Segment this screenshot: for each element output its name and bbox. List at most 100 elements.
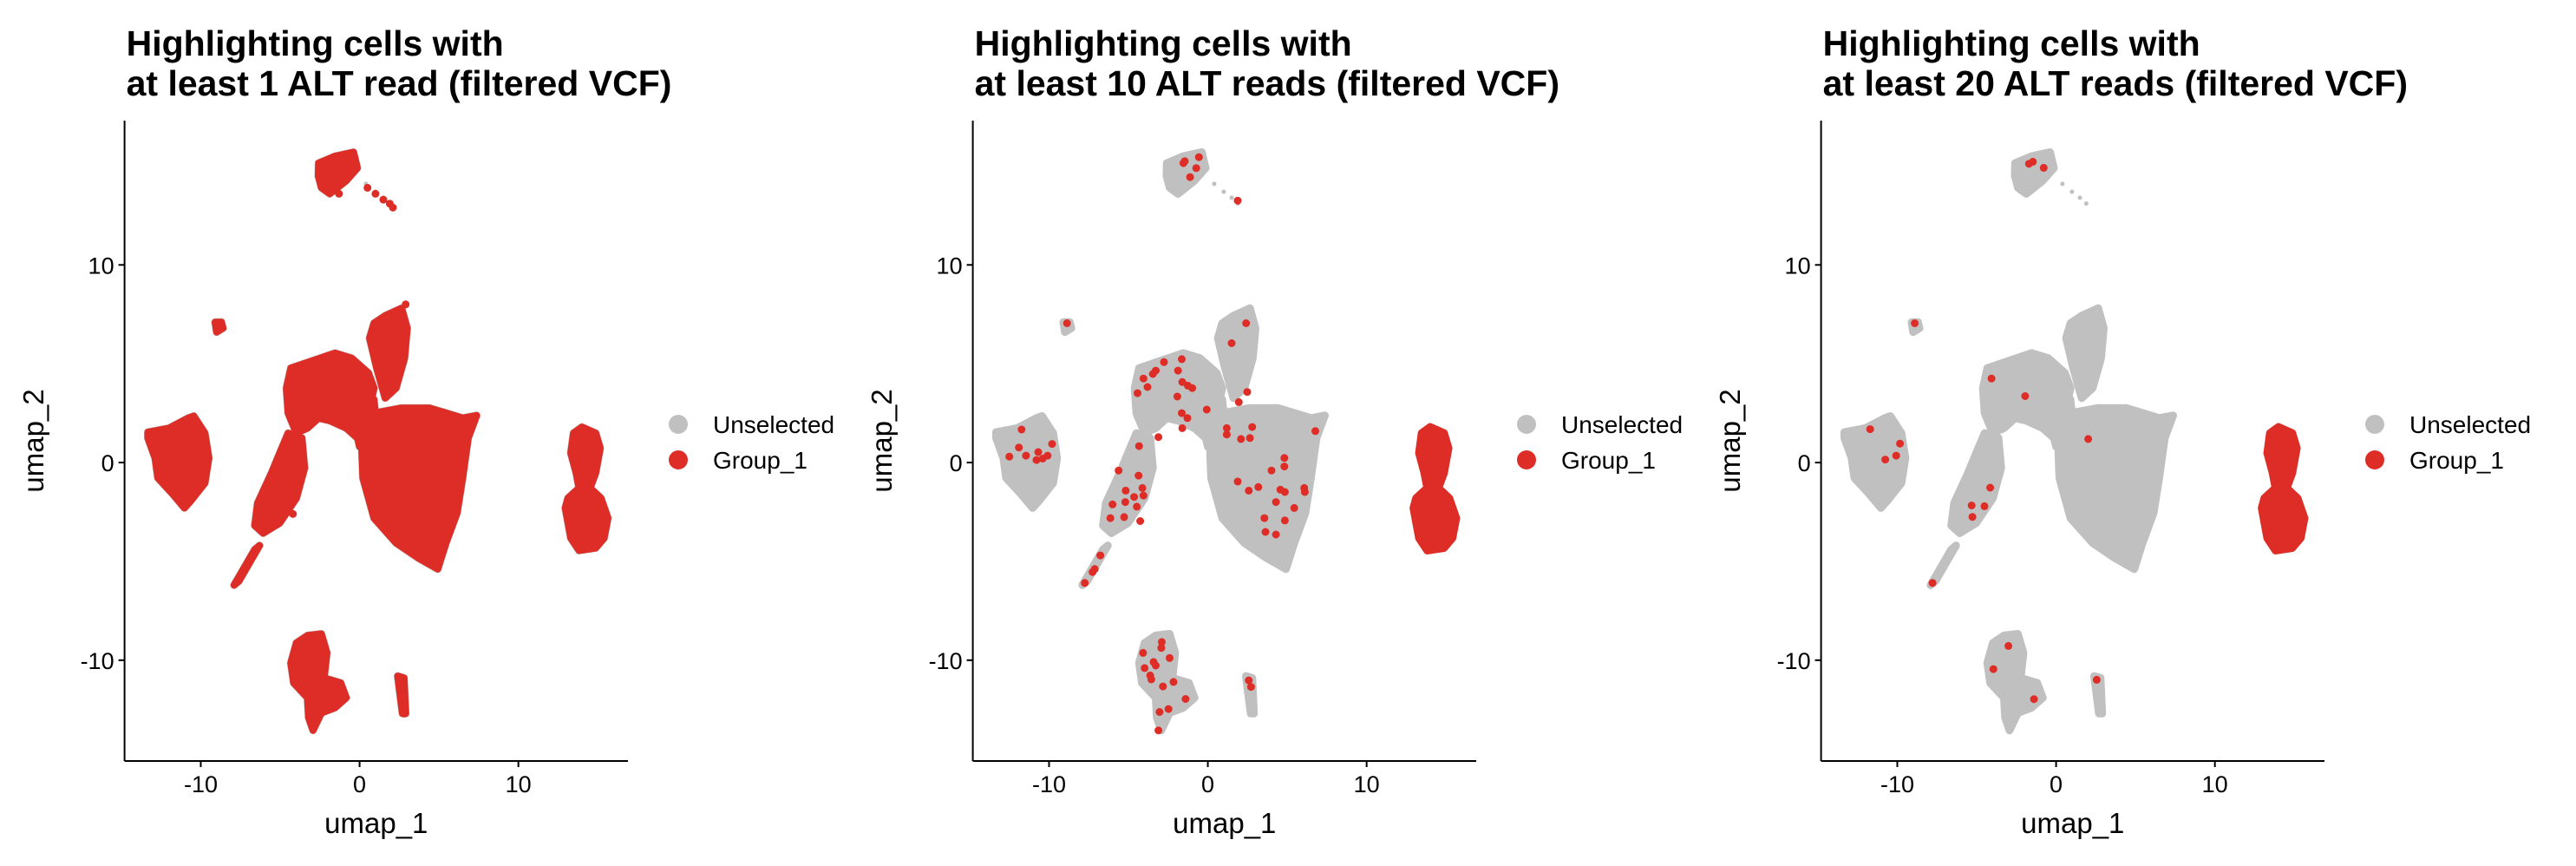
group-1-point: [1139, 491, 1147, 500]
group-1-point: [1143, 383, 1152, 391]
group-1-point: [1980, 502, 1989, 510]
group-1-point: [1222, 430, 1231, 439]
group-1-point: [1234, 397, 1243, 406]
group-1-point: [1245, 676, 1253, 685]
unselected-cell-cluster: [1840, 412, 1910, 512]
y-tick-label: 10: [88, 253, 114, 279]
group-1-point: [1192, 164, 1200, 173]
unselected-cell-cluster: [992, 412, 1062, 512]
x-tick-label: -10: [1032, 771, 1066, 797]
y-axis-title: umap_2: [1714, 389, 1746, 492]
group-1-point: [2004, 641, 2013, 650]
group-1-point: [1130, 493, 1139, 502]
group-1-point: [1134, 389, 1141, 397]
group-1-point: [1169, 678, 1178, 686]
group-1-point: [389, 203, 397, 212]
group-1-point: [1173, 392, 1181, 401]
group-1-point: [1242, 319, 1251, 327]
unselected-point: [2069, 189, 2075, 194]
group-1-point: [1254, 482, 1263, 491]
group-1-point: [1178, 377, 1187, 386]
group-1-cell-cluster: [230, 541, 264, 589]
y-axis-title: umap_2: [866, 389, 898, 492]
group-1-point: [289, 509, 297, 518]
group-1-point: [1881, 456, 1890, 464]
group-1-point: [1892, 451, 1900, 460]
unselected-cell-cluster: [1206, 403, 1329, 574]
chart-title-line-1: Highlighting cells with: [127, 23, 504, 63]
group-1-point: [1154, 433, 1163, 442]
unselected-point: [2083, 201, 2089, 207]
legend-label: Unselected: [2409, 411, 2531, 438]
group-1-point: [2030, 695, 2038, 704]
y-tick-label: 10: [1785, 253, 1811, 279]
group-1-point: [469, 413, 478, 422]
group-1-point: [1081, 579, 1089, 587]
y-tick-label: 0: [1798, 450, 1811, 476]
group-1-point: [1089, 567, 1097, 576]
x-tick-label: 10: [1354, 771, 1380, 797]
group-1-point: [1181, 695, 1190, 703]
legend-label: Unselected: [1561, 411, 1683, 438]
group-1-point: [363, 183, 372, 192]
chart-title-line-2: at least 10 ALT reads (filtered VCF): [975, 63, 1559, 103]
group-1-point: [1986, 483, 1995, 492]
x-tick-label: 0: [2050, 771, 2063, 797]
group-1-point: [1183, 414, 1192, 423]
group-1-point: [1159, 682, 1167, 691]
group-1-point: [1121, 486, 1130, 495]
group-1-point: [2039, 163, 2048, 172]
group-1-point: [2092, 675, 2101, 684]
group-1-point: [1139, 374, 1147, 383]
group-1-point: [1115, 466, 1123, 475]
group-1-point: [1280, 463, 1289, 471]
group-1-point: [1233, 196, 1242, 205]
group-1-point: [1062, 319, 1071, 327]
group-1-point: [400, 687, 409, 696]
group-1-cell-cluster: [366, 305, 411, 402]
group-1-point: [2021, 392, 2030, 400]
group-1-point: [1141, 664, 1149, 672]
group-1-point: [1245, 486, 1253, 495]
group-1-point: [1154, 726, 1163, 735]
group-1-point: [1968, 513, 1977, 522]
group-1-point: [1300, 488, 1309, 496]
group-1-point: [1280, 454, 1289, 463]
group-1-cell-cluster: [2258, 423, 2309, 554]
group-1-point: [284, 387, 292, 396]
group-1-point: [1178, 423, 1187, 432]
group-1-point: [1136, 517, 1145, 525]
group-1-point: [400, 709, 409, 718]
group-1-point: [1227, 339, 1236, 347]
group-1-point: [1989, 665, 1997, 673]
group-1-cell-cluster: [358, 404, 481, 573]
x-tick-label: 10: [506, 771, 532, 797]
y-tick-label: -10: [1777, 648, 1811, 674]
group-1-point: [1243, 388, 1252, 397]
x-tick-label: 0: [353, 771, 366, 797]
group-1-point: [1290, 503, 1298, 512]
legend-group-1-key: [1517, 450, 1536, 469]
group-1-point: [1248, 423, 1257, 431]
group-1-point: [2029, 157, 2037, 166]
chart-title-line-2: at least 20 ALT reads (filtered VCF): [1823, 63, 2408, 103]
group-1-point: [1280, 516, 1289, 525]
group-1-point: [1158, 638, 1166, 646]
group-1-point: [396, 676, 405, 685]
group-1-point: [1896, 439, 1905, 448]
unselected-point: [1229, 195, 1234, 200]
group-1-point: [1134, 471, 1143, 480]
group-1-point: [1246, 434, 1254, 443]
group-1-point: [1022, 451, 1030, 460]
x-axis-title: umap_1: [324, 807, 428, 839]
x-tick-label: -10: [1880, 771, 1914, 797]
group-1-point: [379, 195, 388, 204]
unselected-point: [1221, 189, 1226, 194]
group-1-point: [1120, 513, 1128, 522]
legend-unselected-key: [669, 415, 688, 434]
group-1-point: [1138, 483, 1147, 492]
group-1-cell-cluster: [144, 412, 212, 512]
unselected-point: [1212, 181, 1217, 187]
unselected-cell-cluster: [1162, 148, 1210, 198]
